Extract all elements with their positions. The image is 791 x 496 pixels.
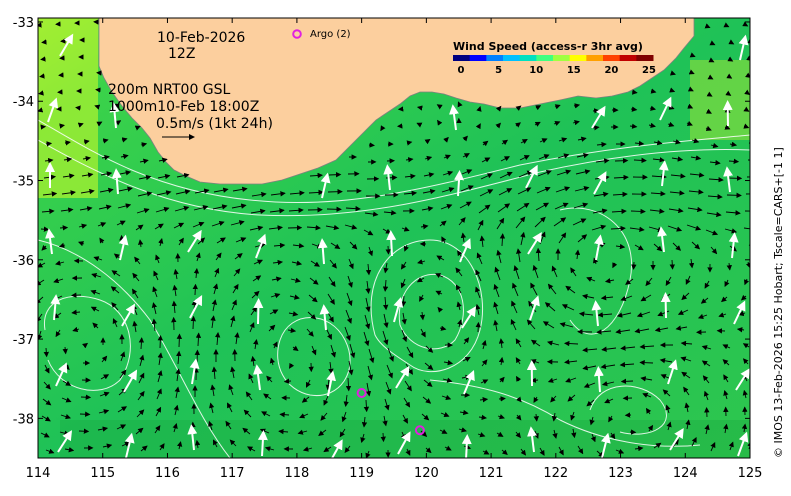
y-tick-label--35: -35	[13, 175, 34, 190]
colorbar-tick-label-20: 20	[604, 65, 618, 76]
x-tick-label-116: 116	[155, 466, 180, 481]
colorbar-tick-label-0: 0	[458, 65, 465, 76]
current-vector-arrow	[42, 42, 46, 43]
y-tick-label--38: -38	[13, 412, 34, 427]
x-tick-label-124: 124	[673, 466, 698, 481]
current-vector-arrow	[622, 381, 633, 382]
x-tick-label-119: 119	[349, 466, 374, 481]
colorbar-swatch	[536, 55, 553, 61]
argo-legend-label: Argo (2)	[310, 29, 351, 40]
warm-water-east	[690, 60, 750, 140]
current-vector-arrow	[640, 362, 653, 363]
colorbar-swatch	[470, 55, 487, 61]
depth-label-1000: 1000m10-Feb 18:00Z	[108, 99, 259, 115]
current-vector-arrow	[672, 260, 673, 269]
x-tick-label-118: 118	[284, 466, 309, 481]
current-vector-arrow	[383, 433, 384, 441]
wind-vector-arrow	[262, 432, 263, 456]
wind-vector-arrow	[466, 436, 467, 460]
current-vector-arrow	[280, 414, 289, 415]
colorbar-tick-label-10: 10	[529, 65, 543, 76]
x-tick-label-125: 125	[738, 466, 763, 481]
current-vector-arrow	[499, 398, 505, 399]
warm-water-west	[38, 18, 98, 198]
colorbar-swatch	[553, 55, 570, 61]
legend-title: Wind Speed (access-r 3hr avg)	[453, 40, 643, 53]
current-vector-arrow	[631, 211, 645, 212]
current-vector-arrow	[634, 160, 646, 161]
x-tick-label-123: 123	[608, 466, 633, 481]
wind-speed-colorbar	[453, 55, 654, 61]
current-vector-arrow	[76, 107, 80, 108]
y-tick-label--36: -36	[13, 254, 34, 269]
current-vector-arrow	[41, 229, 48, 230]
date-label: 10-Feb-2026	[157, 30, 245, 46]
colorbar-swatch	[636, 55, 653, 61]
current-vector-arrow	[193, 317, 194, 329]
x-tick-label-122: 122	[543, 466, 568, 481]
wind-vector-arrow	[258, 300, 259, 324]
scale-label: 0.5m/s (1kt 24h)	[156, 116, 273, 132]
colorbar-swatch	[520, 55, 537, 61]
current-vector-arrow	[160, 336, 161, 348]
copyright-label: © IMOS 13-Feb-2026 15:25 Hobart; Tscale=…	[772, 147, 785, 458]
colorbar-swatch	[603, 55, 620, 61]
colorbar-swatch	[486, 55, 503, 61]
y-tick-label--33: -33	[13, 16, 34, 31]
x-tick-label-115: 115	[90, 466, 115, 481]
current-vector-arrow	[195, 285, 196, 295]
current-vector-arrow	[285, 381, 291, 382]
colorbar-swatch	[620, 55, 637, 61]
y-tick-label--37: -37	[13, 333, 34, 348]
x-tick-label-121: 121	[479, 466, 504, 481]
colorbar-swatch	[586, 55, 603, 61]
colorbar-tick-label-5: 5	[495, 65, 502, 76]
current-vector-arrow	[593, 110, 599, 111]
colorbar-swatch	[503, 55, 520, 61]
x-tick-label-114: 114	[26, 466, 51, 481]
current-vector-arrow	[179, 334, 180, 347]
colorbar-tick-label-15: 15	[567, 65, 581, 76]
time-label: 12Z	[168, 46, 195, 62]
current-vector-arrow	[41, 59, 45, 60]
current-vector-arrow	[386, 177, 397, 178]
y-tick-label--34: -34	[13, 95, 34, 110]
current-vector-arrow	[40, 76, 44, 77]
depth-label-200: 200m NRT00 GSL	[108, 82, 231, 98]
x-tick-label-117: 117	[220, 466, 245, 481]
x-tick-label-120: 120	[414, 466, 439, 481]
wind-vector-arrow	[391, 232, 392, 256]
colorbar-tick-label-25: 25	[642, 65, 656, 76]
colorbar-swatch	[570, 55, 587, 61]
colorbar-swatch	[453, 55, 470, 61]
